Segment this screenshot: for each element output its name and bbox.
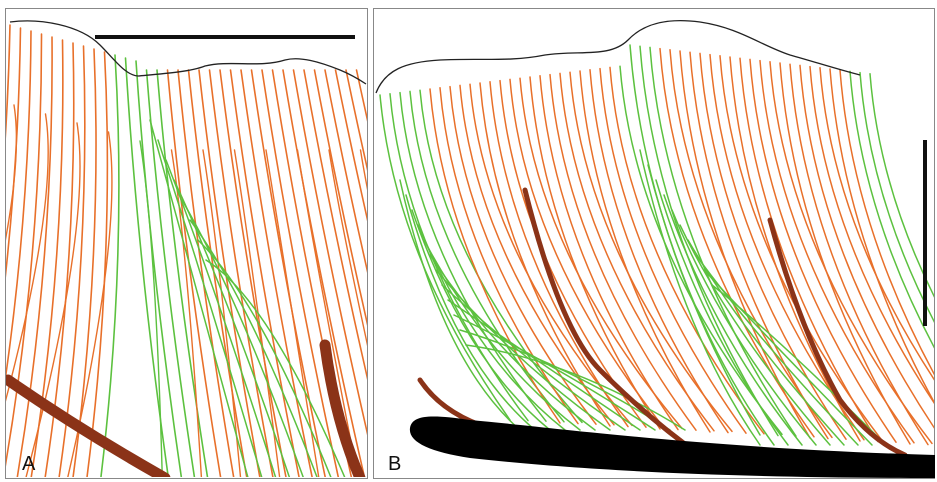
figure: A B (0, 0, 937, 482)
panel-label: A (22, 453, 36, 475)
panel-label: B (388, 453, 401, 475)
